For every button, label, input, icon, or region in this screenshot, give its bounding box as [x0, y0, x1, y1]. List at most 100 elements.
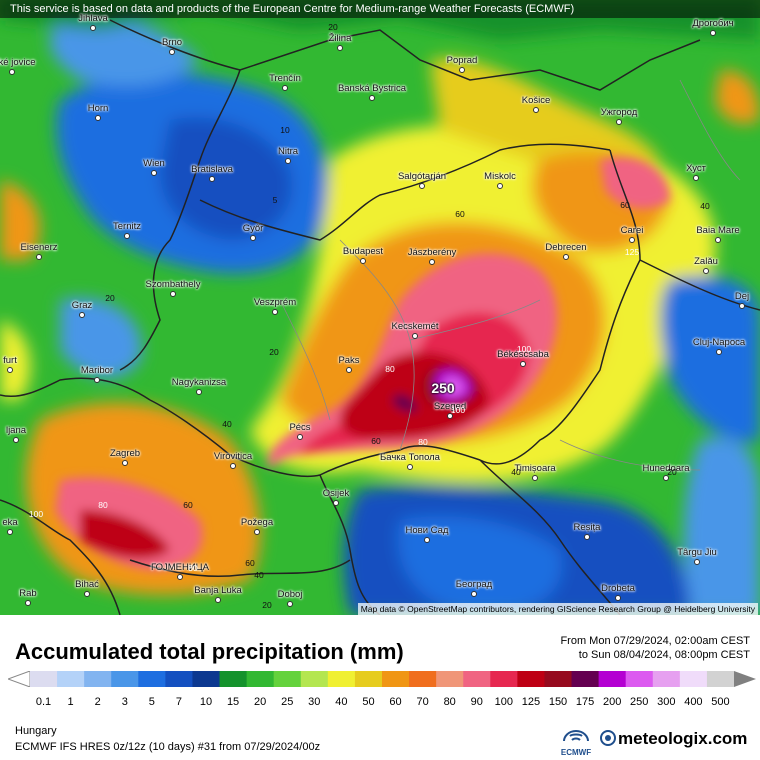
city-label: Nitra	[277, 146, 299, 157]
contour-value-label: 20	[269, 347, 279, 357]
city-marker	[629, 237, 635, 243]
city-label: ljana	[5, 425, 27, 436]
city-marker	[369, 95, 375, 101]
scale-tick-label: 100	[494, 696, 514, 708]
peak-value-label: 250	[431, 380, 455, 396]
city-label: Cluj-Napoca	[692, 337, 746, 348]
city-marker	[254, 529, 260, 535]
city-label: Târgu Jiu	[677, 547, 717, 558]
scale-tick-label: 50	[362, 696, 375, 708]
city-marker	[230, 463, 236, 469]
city-label: Osijek	[322, 488, 350, 499]
city-label: furt	[3, 355, 17, 366]
contour-value-label: 60	[455, 209, 465, 219]
scale-swatch	[652, 671, 681, 687]
legend-title: Accumulated total precipitation (mm)	[15, 639, 404, 664]
city-label: Бачка Тополa	[380, 452, 440, 463]
contour-value-label: 20	[667, 467, 677, 477]
scale-tick-label: 30	[308, 696, 321, 708]
city-label: Dej	[734, 291, 750, 302]
city-label: Nagykanizsa	[171, 377, 227, 388]
city-marker	[13, 437, 19, 443]
scale-swatch	[300, 671, 329, 687]
city-marker	[563, 254, 569, 260]
scale-swatch	[382, 671, 410, 687]
city-marker	[272, 309, 278, 315]
city-marker	[447, 413, 453, 419]
city-label: Хуст	[686, 163, 706, 174]
city-label: Szeged	[433, 401, 467, 412]
scale-swatch	[111, 671, 139, 687]
scale-tick-label: 20	[254, 696, 267, 708]
city-marker	[412, 333, 418, 339]
contour-value-label: 60	[245, 558, 255, 568]
city-label: Žilina	[328, 33, 352, 44]
city-marker	[25, 600, 31, 606]
scale-tick-label: 10	[199, 696, 213, 708]
scale-swatch	[327, 671, 356, 687]
city-label: Wien	[143, 158, 165, 169]
scale-swatch	[598, 671, 627, 687]
city-label: Drobeta	[601, 583, 635, 594]
city-marker	[663, 475, 669, 481]
ecmwf-logo-icon	[563, 730, 589, 742]
scale-swatch	[84, 671, 112, 687]
contour-value-label: 100	[450, 405, 466, 415]
city-marker	[532, 475, 538, 481]
city-marker	[282, 85, 288, 91]
city-marker	[285, 158, 291, 164]
city-label: Ternitz	[113, 221, 141, 232]
city-label: Budapest	[342, 246, 384, 257]
city-label: Debrecen	[545, 242, 587, 253]
meteologix-logo[interactable]: meteologix.com	[600, 729, 747, 749]
city-label: eka	[2, 517, 18, 528]
scale-tick-label: 5	[148, 696, 155, 708]
city-label: Bratislava	[191, 164, 233, 175]
region-name: Hungary	[15, 725, 57, 737]
ecmwf-notice: This service is based on data and produc…	[0, 0, 760, 18]
scale-swatch	[138, 671, 166, 687]
city-marker	[7, 529, 13, 535]
city-marker	[7, 367, 13, 373]
color-scale-ticks: 0.1 1 2 3 5 7 10 15 20 25 30 40 50 60 70 80 90 100 125 150 1…	[8, 696, 756, 710]
contour-value-label: 40	[254, 570, 264, 580]
city-marker	[710, 30, 716, 36]
scale-tick-label: 150	[548, 696, 568, 708]
city-marker	[9, 69, 15, 75]
city-marker	[333, 500, 339, 506]
city-marker	[337, 45, 343, 51]
scale-tick-label: 80	[443, 696, 456, 708]
scale-tick-label: 250	[630, 696, 649, 708]
model-run-info: ECMWF IFS HRES 0z/12z (10 days) #31 from…	[15, 741, 321, 753]
city-label: Jászberény	[407, 247, 457, 258]
city-label: Jihlava	[78, 13, 108, 24]
city-label: Timișoara	[514, 463, 556, 474]
city-marker	[424, 537, 430, 543]
ecmwf-logo[interactable]: ECMWF	[558, 727, 594, 757]
precipitation-map[interactable]: This service is based on data and produc…	[0, 0, 760, 615]
contour-value-label: 60	[371, 436, 381, 446]
city-label: Poprad	[446, 55, 478, 66]
city-marker	[84, 591, 90, 597]
region-borders	[279, 79, 741, 471]
period-to: to Sun 08/04/2024, 08:00pm CEST	[578, 649, 750, 661]
map-credit[interactable]: Map data © OpenStreetMap contributors, r…	[357, 603, 758, 615]
city-marker	[250, 235, 256, 241]
city-marker	[215, 597, 221, 603]
scale-tick-label: 70	[416, 696, 429, 708]
scale-tick-label: 90	[470, 696, 483, 708]
city-label: Graz	[71, 300, 93, 311]
city-marker	[196, 389, 202, 395]
scale-tick-label: 400	[684, 696, 703, 708]
city-marker	[287, 601, 293, 607]
scale-tick-label: 40	[335, 696, 348, 708]
city-marker	[520, 361, 526, 367]
city-marker	[95, 115, 101, 121]
city-label: Virovitica	[213, 451, 253, 462]
scale-swatch	[544, 671, 573, 687]
city-marker	[533, 107, 539, 113]
scale-swatch	[30, 671, 58, 687]
scale-swatch	[273, 671, 302, 687]
city-marker	[459, 67, 465, 73]
city-marker	[584, 534, 590, 540]
